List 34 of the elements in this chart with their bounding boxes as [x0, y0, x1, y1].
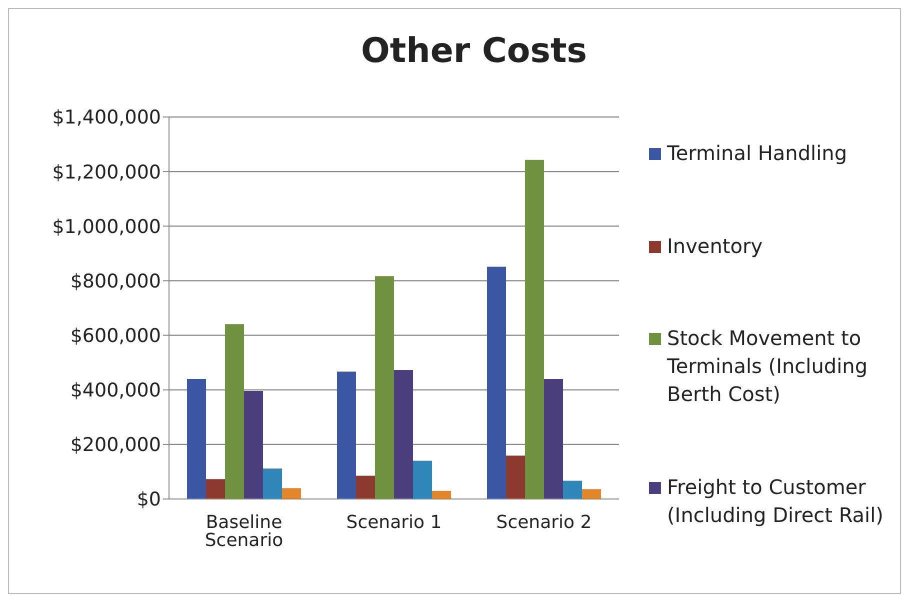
- bar: [525, 160, 544, 499]
- x-tick-label: Scenario 1: [346, 512, 442, 533]
- bar: [187, 378, 206, 499]
- bar: [244, 390, 263, 499]
- bar: [413, 460, 432, 499]
- y-tick-label: $400,000: [70, 380, 161, 402]
- bar: [506, 456, 525, 499]
- bar: [225, 324, 244, 499]
- y-tick-label: $1,200,000: [52, 161, 161, 184]
- x-tick-label: Baseline Scenario: [204, 512, 284, 551]
- chart-title: Other Costs: [360, 31, 588, 71]
- y-tick-label: $0: [136, 488, 161, 511]
- bar: [563, 480, 582, 499]
- legend-label: Terminal Handling: [667, 140, 848, 167]
- bar: [337, 372, 356, 499]
- bar: [206, 479, 225, 499]
- bar: [356, 476, 375, 499]
- bar: [432, 490, 451, 499]
- y-tick-label: $800,000: [70, 270, 161, 292]
- y-tick-label: $200,000: [70, 434, 161, 456]
- y-tick-label: $1,400,000: [52, 106, 161, 129]
- bar: [375, 276, 394, 499]
- legend-label: Freight to Customer (Including Direct Rail): [667, 474, 884, 529]
- bar: [282, 488, 301, 499]
- bar: [394, 370, 413, 499]
- legend-label: Stock Movement to Terminals (Including Berth Cost): [667, 325, 869, 408]
- bar: [263, 468, 282, 499]
- bar: [544, 378, 563, 499]
- legend-label: Inventory: [667, 232, 763, 260]
- x-tick-label: Scenario 2: [496, 512, 592, 533]
- y-tick-label: $1,000,000: [52, 216, 161, 238]
- bar: [582, 489, 601, 499]
- bar: [487, 266, 506, 499]
- y-tick-label: $600,000: [70, 325, 161, 348]
